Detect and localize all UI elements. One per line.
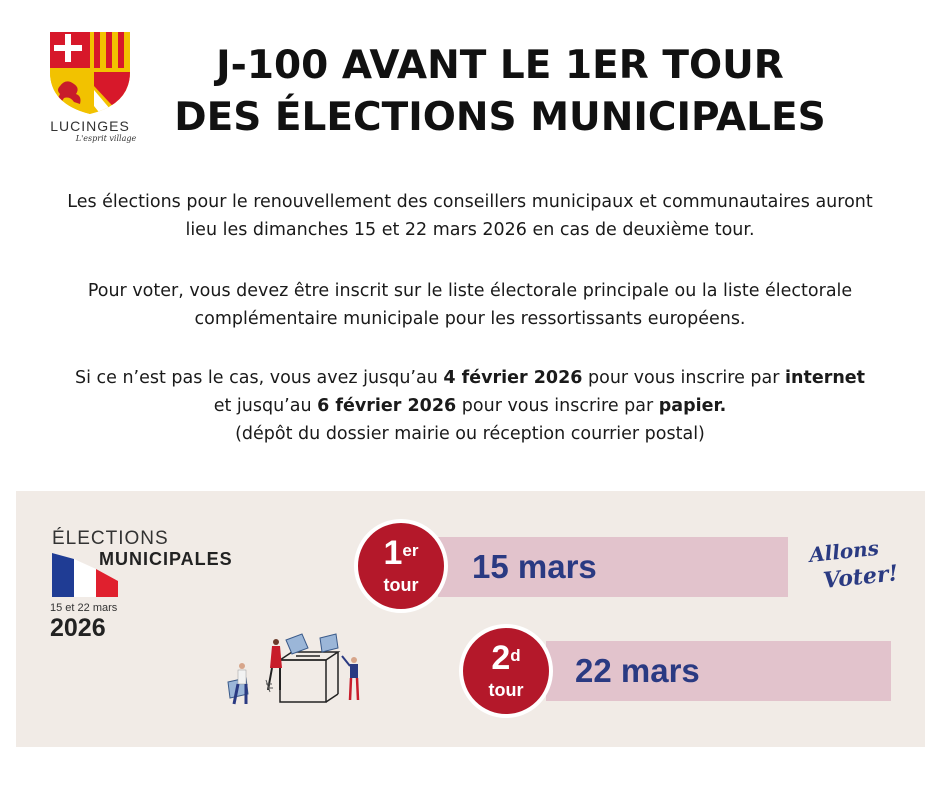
slogan-line-2: Voter! <box>822 560 896 594</box>
town-name: LUCINGES <box>50 118 130 134</box>
envelope-icon <box>319 633 339 653</box>
allons-voter-logo: Allons Voter! <box>806 538 896 594</box>
page-title: J-100 AVANT LE 1ER TOUR DES ÉLECTIONS MU… <box>160 40 840 144</box>
paragraph-line: lieu les dimanches 15 et 22 mars 2026 en… <box>185 220 755 240</box>
paragraph-line: et jusqu’au 6 février 2026 pour vous ins… <box>0 392 940 420</box>
round-2-date: 22 mars <box>575 652 700 689</box>
round-1-date: 15 mars <box>472 548 597 585</box>
text-segment: pour vous inscrire par <box>582 368 785 388</box>
title-line-2: DES ÉLECTIONS MUNICIPALES <box>174 95 826 140</box>
round-suffix: d <box>510 646 521 665</box>
french-flag-icon <box>52 553 118 597</box>
round-2-badge: 2d tour <box>459 624 553 718</box>
method-paper: papier. <box>658 396 727 416</box>
elections-label: ÉLECTIONS <box>52 528 169 549</box>
method-internet: internet <box>785 368 866 388</box>
municipal-logo: LUCINGES L'esprit village <box>40 28 140 148</box>
round-1-bar <box>438 537 788 597</box>
text-segment: Si ce n’est pas le cas, vous avez jusqu’… <box>74 368 444 388</box>
round-1-badge: 1er tour <box>354 519 448 613</box>
round-2-tour-label: tour <box>488 680 524 700</box>
round-number: 1 <box>383 534 403 572</box>
paragraph-line: complémentaire municipale pour les resso… <box>194 309 746 329</box>
town-motto: L'esprit village <box>75 134 137 143</box>
paragraph-line: (dépôt du dossier mairie ou réception co… <box>235 424 705 444</box>
ballot-box-icon <box>277 651 341 703</box>
person-left-icon <box>232 663 248 705</box>
paragraph-registration: Si ce n’est pas le cas, vous avez jusqu’… <box>0 364 940 448</box>
round-2-bar <box>546 641 891 701</box>
municipales-label: MUNICIPALES <box>99 549 233 569</box>
election-dates-label: 15 et 22 mars <box>50 602 118 614</box>
election-year: 2026 <box>50 614 106 642</box>
paragraph-elections: Les élections pour le renouvellement des… <box>0 188 940 244</box>
paragraph-line: Les élections pour le renouvellement des… <box>67 192 873 212</box>
text-segment: pour vous inscrire par <box>456 396 659 416</box>
person-middle-icon <box>265 639 282 693</box>
coat-of-arms-icon <box>50 32 130 114</box>
envelope-icon <box>285 633 309 655</box>
title-line-1: J-100 AVANT LE 1ER TOUR <box>216 43 784 88</box>
deadline-internet: 4 février 2026 <box>443 368 583 388</box>
voting-illustration <box>227 633 360 705</box>
paragraph-line: Pour voter, vous devez être inscrit sur … <box>87 281 853 301</box>
deadline-paper: 6 février 2026 <box>317 396 457 416</box>
round-1-tour-label: tour <box>383 575 419 595</box>
round-suffix: er <box>402 541 419 560</box>
paragraph-line: Si ce n’est pas le cas, vous avez jusqu’… <box>0 364 940 392</box>
person-right-icon <box>341 655 360 701</box>
election-banner <box>16 491 925 747</box>
round-2-number: 2d <box>463 638 549 678</box>
round-1-number: 1er <box>358 533 444 573</box>
round-number: 2 <box>491 639 511 677</box>
paragraph-voting: Pour voter, vous devez être inscrit sur … <box>0 277 940 333</box>
text-segment: et jusqu’au <box>213 396 318 416</box>
